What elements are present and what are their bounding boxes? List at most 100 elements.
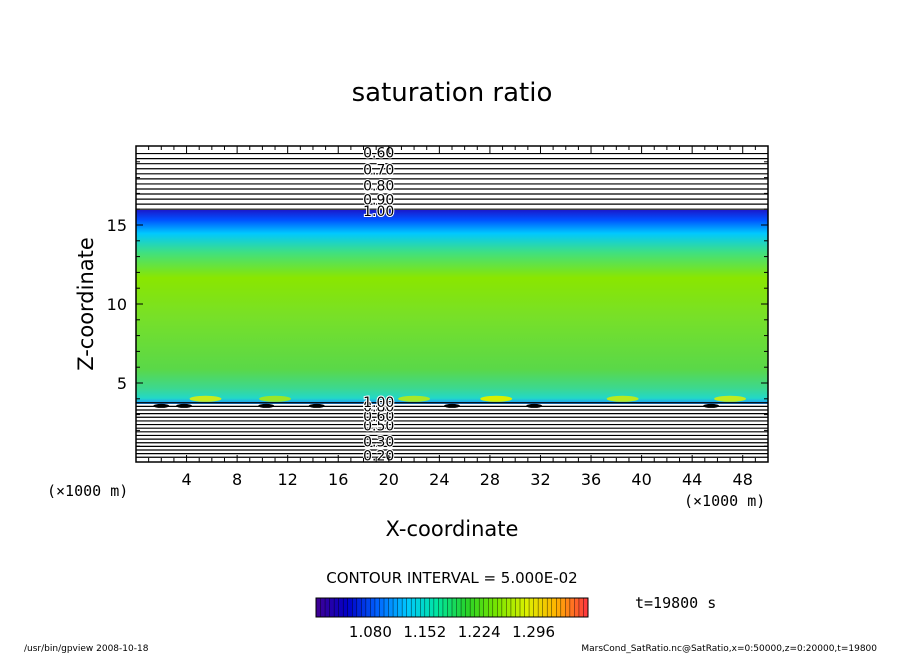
colorbar-segment: [361, 598, 367, 617]
field-bumps: [189, 395, 747, 402]
colorbar-segment: [447, 598, 453, 617]
x-tick-label: 48: [733, 470, 753, 489]
y-axis-ticks: 5 10 15: [107, 145, 768, 463]
contour-label-lower-0: 0.20: [363, 449, 394, 465]
colorbar-segment: [379, 598, 385, 617]
colorbar-segment: [316, 598, 322, 617]
colorbar-segment: [533, 598, 539, 617]
colorbar-segment: [393, 598, 399, 617]
contour-label-lower-1: 0.30: [363, 434, 394, 450]
colorbar-segment: [433, 598, 439, 617]
contour-label-upper-2: 0.80: [363, 179, 394, 195]
footer-right: MarsCond_SatRatio.nc@SatRatio,x=0:50000,…: [581, 644, 877, 654]
field-band: [136, 210, 768, 404]
colorbar-segment: [347, 598, 353, 617]
colorbar-segment: [465, 598, 471, 617]
contour-blob-5: [526, 403, 543, 408]
colorbar-segment: [497, 598, 503, 617]
contour-blob-1: [176, 403, 193, 408]
colorbar-segment: [574, 598, 580, 617]
colorbar-segment: [356, 598, 362, 617]
colorbar-segment: [442, 598, 448, 617]
colorbar-segment: [452, 598, 458, 617]
colorbar-segment: [542, 598, 548, 617]
field-blob-3: [480, 395, 513, 402]
colorbar-segment: [547, 598, 553, 617]
x-axis-ticks: 4 8 12 16 20 24 28 32 36 40 44 48: [135, 146, 769, 489]
colorbar-segment: [506, 598, 512, 617]
x-unit-right: (×1000 m): [684, 492, 765, 510]
colorbar-segment: [551, 598, 557, 617]
colorbar-tick-label: 1.296: [512, 623, 555, 641]
field-blob-0: [189, 395, 222, 402]
colorbar-segment: [424, 598, 430, 617]
colorbar-segment: [529, 598, 535, 617]
colorbar-segment: [538, 598, 544, 617]
field-blob-4: [606, 395, 639, 402]
x-tick-label: 28: [480, 470, 500, 489]
colorbar-segment: [429, 598, 435, 617]
colorbar-segment: [483, 598, 489, 617]
colorbar-segment: [520, 598, 526, 617]
colorbar-frame: [315, 597, 589, 618]
colorbar-segment: [343, 598, 349, 617]
y-tick-label: 5: [117, 374, 127, 393]
field-blob-1: [259, 395, 292, 402]
time-label: t=19800 s: [635, 594, 716, 612]
colorbar-tick-label: 1.152: [403, 623, 446, 641]
y-axis-label: Z-coordinate: [74, 237, 98, 371]
colorbar-segment: [370, 598, 376, 617]
x-tick-label: 40: [631, 470, 651, 489]
x-tick-label: 36: [581, 470, 601, 489]
colorbar-segment: [397, 598, 403, 617]
x-unit-left: (×1000 m): [47, 482, 128, 500]
colorbar-segment: [352, 598, 358, 617]
contour-blob-3: [308, 403, 325, 408]
x-tick-label: 4: [181, 470, 191, 489]
colorbar-segment: [569, 598, 575, 617]
x-axis-label: X-coordinate: [386, 517, 519, 541]
colorbar-segment: [374, 598, 380, 617]
contour-label-lower-2: 0.50: [363, 419, 394, 435]
contour-lines: [136, 152, 768, 458]
contour-label-upper-1: 0.70: [363, 163, 394, 179]
x-tick-label: 16: [328, 470, 348, 489]
colorbar-segment: [334, 598, 340, 617]
colorbar-segment: [560, 598, 566, 617]
colorbar-tick-label: 1.080: [349, 623, 392, 641]
y-tick-label: 10: [107, 295, 127, 314]
contour-blob-2: [258, 403, 275, 408]
footer-left: /usr/bin/gpview 2008-10-18: [24, 644, 149, 654]
colorbar-labels: 1.080 1.152 1.224 1.296: [349, 623, 555, 641]
contour-interval-label: CONTOUR INTERVAL = 5.000E-02: [326, 569, 577, 587]
colorbar-segment: [515, 598, 521, 617]
colorbar-segment: [556, 598, 562, 617]
colorbar-segment: [325, 598, 331, 617]
contour-label-lower-4: 0.80: [363, 400, 394, 416]
colorbar-segment: [524, 598, 530, 617]
colorbar-segment: [488, 598, 494, 617]
colorbar-segment: [406, 598, 412, 617]
colorbar-segment: [402, 598, 408, 617]
contour-label-upper-0: 0.60: [363, 145, 394, 161]
field-blob-2: [398, 395, 431, 402]
contour-blob-4: [444, 403, 460, 408]
x-tick-label: 8: [232, 470, 242, 489]
contour-blob-6: [703, 403, 720, 408]
colorbar-segment: [415, 598, 421, 617]
contour-blob-0: [153, 403, 170, 408]
contour-label-lower-5: 1.00: [363, 395, 394, 411]
colorbar-segment: [470, 598, 476, 617]
chart-title: saturation ratio: [352, 78, 553, 108]
colorbar-segment: [365, 598, 371, 617]
colorbar-segment: [329, 598, 335, 617]
field-blob-5: [714, 395, 747, 402]
x-tick-label: 24: [429, 470, 449, 489]
colorbar-segment: [479, 598, 485, 617]
contour-labels: 0.600.700.800.901.000.200.300.500.600.80…: [362, 144, 395, 465]
colorbar-segment: [578, 598, 584, 617]
colorbar: [316, 598, 589, 617]
x-tick-label: 12: [278, 470, 298, 489]
contour-label-lower-3: 0.60: [363, 409, 394, 425]
colorbar-segment: [338, 598, 344, 617]
